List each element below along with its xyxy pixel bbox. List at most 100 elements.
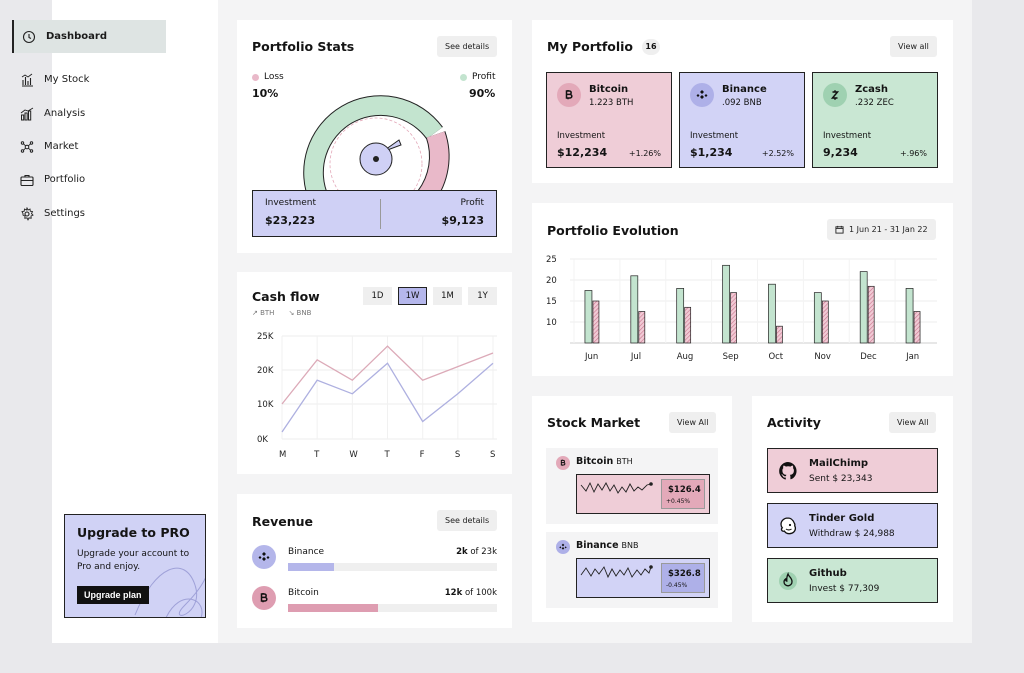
bar-green	[768, 283, 776, 344]
portfolio-evolution-card: Portfolio Evolution 1 Jun 21 - 31 Jan 22…	[532, 203, 953, 376]
revenue-item-amount: 2k of 23k	[456, 547, 497, 557]
sidebar-item-dashboard[interactable]: Dashboard	[12, 20, 166, 53]
my-portfolio-view-all-button[interactable]: View all	[890, 36, 937, 57]
loss-label: Loss	[264, 72, 284, 82]
stock-market-view-all-button[interactable]: View All	[669, 412, 717, 433]
tinder-flame-icon	[777, 570, 799, 592]
coin-card-binance[interactable]: Binance .092 BNB Investment $1,234 +2.52…	[679, 72, 805, 168]
stock-name: Binance BNB	[576, 540, 639, 551]
coin-amount: .232 ZEC	[855, 98, 894, 108]
activity-item-tinder-gold[interactable]: Tinder Gold Withdraw $ 24,988	[767, 503, 938, 548]
briefcase-icon	[20, 174, 34, 186]
portfolio-stats-card: Portfolio Stats See details Loss 10% Pro…	[237, 20, 512, 253]
revenue-item-name: Binance	[288, 547, 325, 557]
x-tick-label: Jun	[584, 352, 598, 362]
upgrade-card: Upgrade to PRO Upgrade your account to P…	[64, 514, 206, 618]
range-button-1d[interactable]: 1D	[363, 287, 392, 305]
y-tick-label: 25K	[257, 332, 274, 342]
y-tick-label: 10	[546, 318, 557, 328]
stock-sparkline	[580, 565, 653, 579]
stock-item-binance[interactable]: Binance BNB $326.8 -0.45%	[546, 532, 718, 608]
loss-dot	[252, 73, 259, 81]
revenue-card: Revenue See details Binance 2k of 23k Bitc…	[237, 494, 512, 628]
y-tick-label: 20K	[257, 366, 274, 376]
revenue-see-details-button[interactable]: See details	[437, 510, 498, 531]
gear-icon	[21, 206, 34, 221]
bar-pink	[730, 292, 737, 344]
coin-value: $1,234	[690, 146, 733, 159]
bar-green	[630, 275, 639, 344]
stock-price: $326.8	[668, 569, 701, 579]
coin-investment-label: Investment	[823, 131, 872, 141]
x-tick-label: W	[349, 450, 358, 460]
sidebar-item-my-stock[interactable]: My Stock	[12, 63, 166, 96]
portfolio-evolution-title: Portfolio Evolution	[547, 223, 679, 238]
sidebar-item-analysis[interactable]: Analysis	[12, 97, 166, 130]
bar-green	[813, 292, 822, 344]
binance-icon	[690, 83, 714, 107]
stock-sparkline-box: $326.8 -0.45%	[576, 558, 710, 598]
cash-flow-chart: 25K 20K 10K 0K M T W T F S S	[257, 332, 497, 460]
date-range-picker[interactable]: 1 Jun 21 - 31 Jan 22	[827, 219, 936, 240]
sidebar-item-label: My Stock	[44, 74, 90, 85]
coin-value: $12,234	[557, 146, 608, 159]
coin-change: +2.52%	[761, 149, 794, 158]
x-tick-label: S	[455, 450, 460, 460]
github-icon	[777, 460, 799, 482]
sidebar-item-market[interactable]: Market	[12, 130, 166, 163]
revenue-title: Revenue	[252, 514, 314, 529]
bar-green	[722, 264, 730, 344]
profit-legend: Profit	[460, 72, 495, 82]
coin-card-zcash[interactable]: Zcash .232 ZEC Investment 9,234 +.96%	[812, 72, 938, 168]
activity-view-all-button[interactable]: View All	[889, 412, 937, 433]
activity-name: Tinder Gold	[809, 513, 875, 524]
y-tick-label: 25	[546, 255, 557, 265]
sidebar-item-portfolio[interactable]: Portfolio	[12, 163, 166, 196]
stock-change: +0.45%	[666, 498, 691, 505]
upgrade-description: Upgrade your account to Pro and enjoy.	[77, 549, 190, 572]
decorative-swirl-icon	[134, 555, 205, 617]
portfolio-stats-see-details-button[interactable]: See details	[437, 36, 498, 57]
y-tick-label: 0K	[257, 435, 268, 445]
sidebar-item-settings[interactable]: Settings	[12, 197, 166, 230]
stock-change: -0.45%	[666, 582, 688, 589]
revenue-item-amount: 12k of 100k	[445, 588, 497, 598]
upgrade-plan-button[interactable]: Upgrade plan	[77, 586, 149, 604]
portfolio-evolution-chart: 25 20 15 10 Jun Jul Aug Sep Oct Nov Dec Jan	[546, 255, 937, 362]
coin-name: Binance	[722, 84, 767, 95]
range-button-1w[interactable]: 1W	[398, 287, 427, 305]
series-line-bth	[281, 345, 494, 405]
profit-box-value: $9,123	[441, 214, 484, 227]
stock-name: Bitcoin BTH	[576, 456, 633, 467]
coin-investment-label: Investment	[690, 131, 739, 141]
profit-label: Profit	[472, 72, 496, 82]
activity-item-mailchimp[interactable]: MailChimp Sent $ 23,343	[767, 448, 938, 493]
range-button-1y[interactable]: 1Y	[468, 287, 497, 305]
x-tick-label: T	[313, 450, 320, 460]
sidebar-item-label: Portfolio	[44, 174, 86, 185]
bitcoin-icon	[557, 83, 581, 107]
y-tick-label: 20	[546, 276, 557, 286]
bar-green	[859, 271, 868, 344]
bar-pink	[592, 300, 600, 344]
range-button-1m[interactable]: 1M	[433, 287, 462, 305]
stock-item-bitcoin[interactable]: Bitcoin BTH $126.4 +0.45%	[546, 448, 718, 524]
bar-pink	[867, 285, 875, 344]
coin-card-bitcoin[interactable]: Bitcoin 1.223 BTH Investment $12,234 +1.…	[546, 72, 672, 168]
revenue-of: of 100k	[464, 588, 497, 598]
coin-investment-label: Investment	[557, 131, 606, 141]
stock-price: $126.4	[668, 485, 701, 495]
activity-item-github[interactable]: Github Invest $ 77,309	[767, 558, 938, 603]
revenue-progress-track	[288, 563, 497, 571]
box-divider	[380, 199, 381, 229]
stock-bars-icon	[21, 73, 33, 87]
bitcoin-icon	[556, 456, 570, 470]
x-tick-label: M	[279, 450, 286, 460]
x-tick-label: Dec	[860, 352, 877, 362]
x-tick-label: S	[490, 450, 495, 460]
profit-dot	[460, 73, 467, 81]
revenue-progress-fill	[288, 563, 334, 571]
sidebar-item-label: Market	[44, 141, 79, 152]
my-portfolio-card: My Portfolio 16 View all Bitcoin 1.223 B…	[532, 20, 953, 183]
coin-name: Zcash	[855, 84, 888, 95]
